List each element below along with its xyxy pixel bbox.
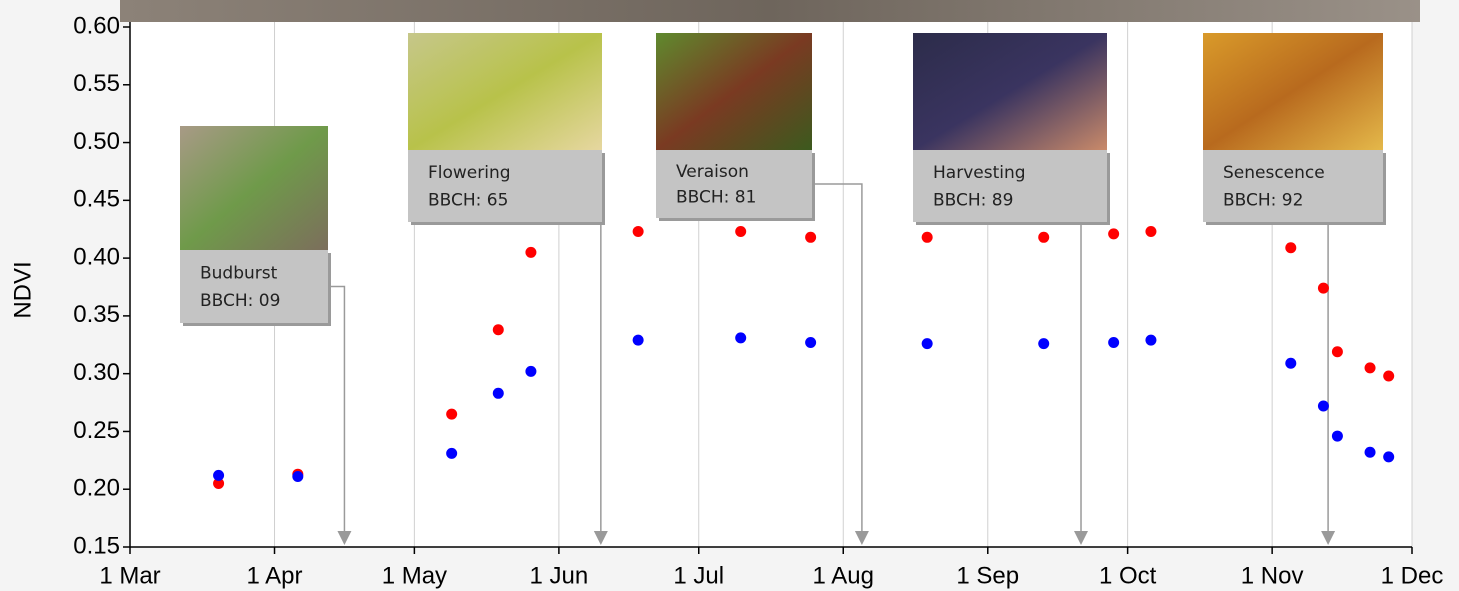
label-box [408, 150, 602, 222]
stage-code: BBCH: 09 [200, 291, 280, 311]
y-tick-label: 0.15 [73, 532, 120, 559]
point [922, 232, 933, 243]
point [493, 388, 504, 399]
point [525, 247, 536, 258]
x-tick-label: 1 May [382, 562, 447, 589]
point [525, 366, 536, 377]
point [1038, 232, 1049, 243]
stage-code: BBCH: 89 [933, 190, 1013, 210]
banner-photo [120, 0, 1420, 22]
y-tick-label: 0.60 [73, 12, 120, 39]
point [1108, 337, 1119, 348]
point [1332, 346, 1343, 357]
x-tick-label: 1 Jul [673, 562, 724, 589]
point [1145, 226, 1156, 237]
x-tick-label: 1 Sep [956, 562, 1019, 589]
point [1318, 401, 1329, 412]
point [922, 338, 933, 349]
y-tick-label: 0.40 [73, 243, 120, 270]
y-tick-label: 0.45 [73, 186, 120, 213]
point [1285, 242, 1296, 253]
point [446, 409, 457, 420]
y-tick-label: 0.25 [73, 417, 120, 444]
stage-name: Senescence [1223, 163, 1325, 183]
stage-photo [1203, 33, 1383, 150]
stage-photo [180, 126, 328, 250]
point [1108, 228, 1119, 239]
point [805, 232, 816, 243]
stage-photo [913, 33, 1107, 150]
point [633, 226, 644, 237]
x-tick-label: 1 Nov [1241, 562, 1304, 589]
y-axis-label: NDVI [9, 261, 36, 318]
label-box [1203, 150, 1383, 222]
x-tick-label: 1 Apr [246, 562, 302, 589]
stage-code: BBCH: 92 [1223, 190, 1303, 210]
y-tick-label: 0.30 [73, 359, 120, 386]
y-tick-label: 0.55 [73, 70, 120, 97]
point [805, 337, 816, 348]
stage-name: Harvesting [933, 163, 1026, 183]
point [1318, 283, 1329, 294]
point [1365, 447, 1376, 458]
label-box [913, 150, 1107, 222]
point [735, 226, 746, 237]
label-box [180, 250, 328, 323]
stage-code: BBCH: 81 [676, 188, 756, 208]
point [1285, 358, 1296, 369]
page: NDVI Budburst BBCH: 09 Flowering BBCH: 65 Ve… [0, 0, 1459, 591]
y-tick-label: 0.35 [73, 301, 120, 328]
point [1332, 431, 1343, 442]
point [213, 470, 224, 481]
point [292, 471, 303, 482]
point [493, 324, 504, 335]
x-tick-label: 1 Mar [99, 562, 160, 589]
point [446, 448, 457, 459]
stage-photo [408, 33, 602, 150]
x-tick-label: 1 Oct [1099, 562, 1157, 589]
stage-code: BBCH: 65 [428, 190, 508, 210]
point [1038, 338, 1049, 349]
x-tick-label: 1 Aug [813, 562, 874, 589]
x-tick-label: 1 Dec [1381, 562, 1444, 589]
y-tick-label: 0.50 [73, 128, 120, 155]
chart: NDVI Budburst BBCH: 09 Flowering BBCH: 65 Ve… [0, 0, 1459, 591]
point [1383, 370, 1394, 381]
stage-name: Flowering [428, 163, 511, 183]
y-tick-label: 0.20 [73, 475, 120, 502]
label-box [656, 150, 812, 218]
stage-name: Budburst [200, 263, 278, 283]
stage-name: Veraison [676, 162, 749, 182]
x-tick-label: 1 Jun [530, 562, 589, 589]
point [1145, 335, 1156, 346]
point [1365, 362, 1376, 373]
point [735, 332, 746, 343]
point [1383, 451, 1394, 462]
point [633, 335, 644, 346]
stage-photo [656, 33, 812, 150]
